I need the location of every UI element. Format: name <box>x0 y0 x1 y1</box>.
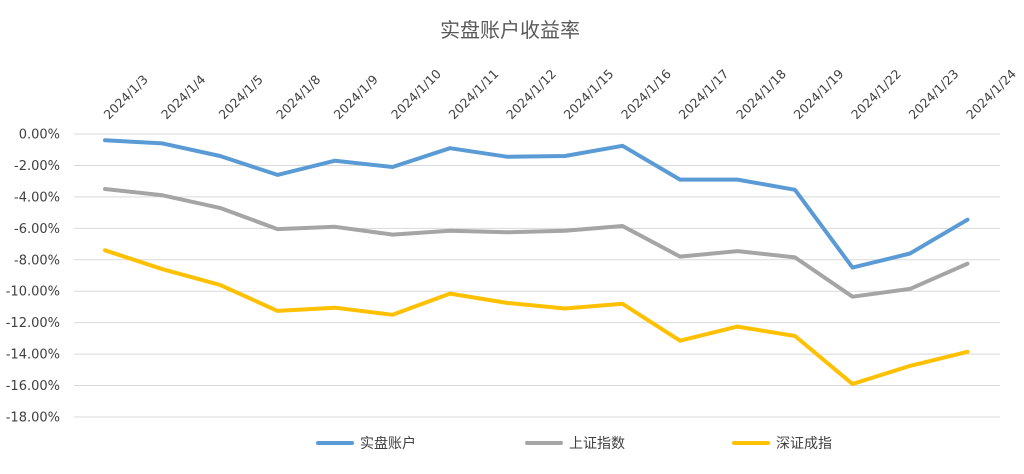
x-tick-label: 2024/1/11 <box>446 66 502 122</box>
x-tick-label: 2024/1/9 <box>331 72 381 122</box>
x-tick-label: 2024/1/16 <box>618 66 674 122</box>
legend-item: 上证指数 <box>525 436 625 452</box>
y-tick-label: -16.00% <box>6 379 60 394</box>
legend-item: 实盘账户 <box>316 435 416 452</box>
x-tick-label: 2024/1/19 <box>791 66 847 122</box>
series-line <box>103 248 970 386</box>
chart-title: 实盘账户收益率 <box>440 18 580 42</box>
y-tick-label: -14.00% <box>6 348 60 363</box>
x-tick-label: 2024/1/17 <box>676 66 732 122</box>
x-tick-label: 2024/1/3 <box>101 72 151 122</box>
x-tick-label: 2024/1/12 <box>503 66 559 122</box>
x-tick-label: 2024/1/24 <box>963 66 1019 122</box>
legend-label: 深证成指 <box>776 436 832 452</box>
x-tick-label: 2024/1/18 <box>733 66 789 122</box>
legend: 实盘账户 上证指数 深证成指 <box>316 435 832 452</box>
y-tick-label: -6.00% <box>14 222 60 237</box>
x-tick-label: 2024/1/15 <box>561 66 617 122</box>
x-tick-label: 2024/1/8 <box>273 72 323 122</box>
y-tick-label: -8.00% <box>14 253 60 268</box>
series-line <box>103 138 970 270</box>
x-tick-label: 2024/1/10 <box>388 66 444 122</box>
x-tick-label: 2024/1/23 <box>906 66 962 122</box>
x-tick-label: 2024/1/4 <box>158 72 208 122</box>
legend-label: 上证指数 <box>569 436 625 452</box>
y-tick-label: 0.00% <box>19 128 60 143</box>
y-axis-ticks: 0.00% -2.00% -4.00% -6.00% -8.00% -10.00% -12.… <box>6 128 60 426</box>
y-tick-label: -10.00% <box>6 285 60 300</box>
gridlines <box>74 133 1000 418</box>
x-tick-label: 2024/1/22 <box>848 66 904 122</box>
series-line <box>103 187 970 299</box>
y-tick-label: -2.00% <box>14 159 60 174</box>
y-tick-label: -4.00% <box>14 190 60 205</box>
y-tick-label: -12.00% <box>6 316 60 331</box>
series-lines <box>103 138 970 386</box>
x-axis-ticks: 2024/1/3 2024/1/4 2024/1/5 2024/1/8 2024/1/9… <box>101 66 1019 122</box>
x-tick-label: 2024/1/5 <box>216 72 266 122</box>
legend-item: 深证成指 <box>732 436 832 452</box>
y-tick-label: -18.00% <box>6 411 60 426</box>
legend-label: 实盘账户 <box>360 435 416 452</box>
